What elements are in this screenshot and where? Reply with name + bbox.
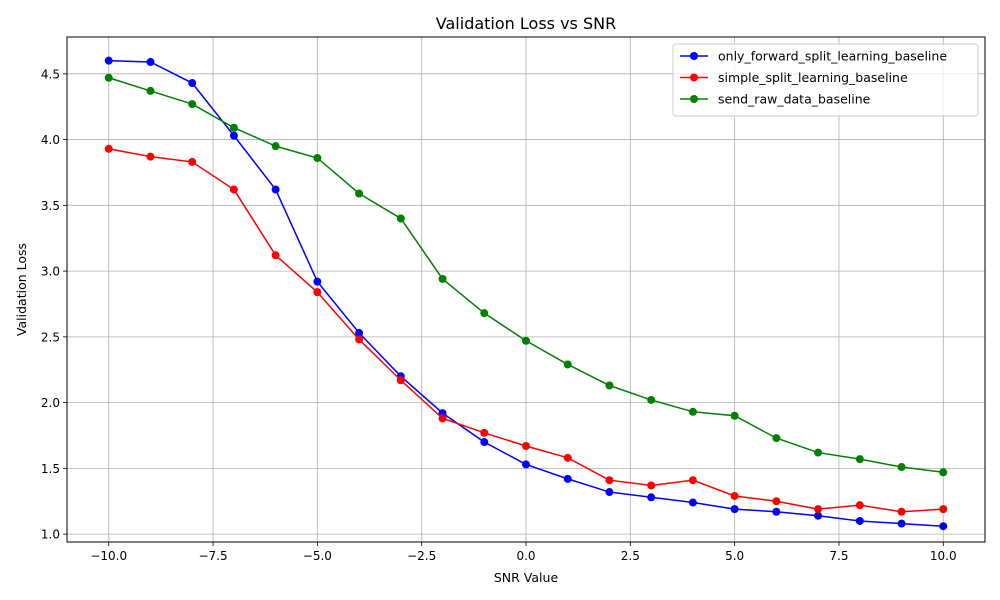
y-tick-label: 3.5: [41, 199, 60, 213]
data-point: [271, 185, 280, 194]
data-point: [313, 277, 322, 286]
data-point: [772, 507, 781, 516]
plot-series: [104, 56, 948, 531]
data-point: [188, 100, 197, 109]
legend-item: send_raw_data_baseline: [680, 92, 871, 107]
data-point: [104, 73, 113, 82]
data-point: [146, 152, 155, 161]
data-point: [438, 414, 447, 423]
y-tick-label: 3.0: [41, 265, 60, 279]
data-point: [522, 441, 530, 450]
y-tick-label: 2.0: [41, 396, 60, 410]
data-point: [939, 505, 948, 514]
y-axis-ticks: 1.0 1.5 2.0 2.5 3.0 3.5 4.0 4.5: [41, 67, 67, 542]
y-tick-label: 1.0: [41, 528, 60, 542]
y-tick-label: 2.5: [41, 330, 60, 344]
chart-title: Validation Loss vs SNR: [436, 14, 616, 33]
data-point: [814, 448, 823, 457]
x-axis-ticks: −10.0 −7.5 −5.0 −2.5 0.0 2.5 5.0 7.5 10.0: [90, 542, 957, 563]
legend-label: simple_split_learning_baseline: [718, 70, 908, 85]
x-tick-label: 5.0: [725, 549, 744, 563]
legend-label: only_forward_split_learning_baseline: [718, 49, 947, 64]
x-tick-label: −10.0: [90, 549, 127, 563]
data-point: [271, 251, 280, 260]
data-point: [647, 395, 656, 404]
plot-frame: [66, 36, 986, 543]
legend-marker: [690, 73, 698, 82]
data-point: [563, 474, 572, 483]
data-point: [229, 185, 238, 194]
data-point: [229, 123, 238, 132]
data-point: [522, 460, 530, 469]
data-point: [730, 411, 739, 420]
data-point: [814, 505, 823, 514]
y-tick-label: 4.0: [41, 133, 60, 147]
data-point: [897, 463, 906, 472]
data-point: [814, 511, 823, 520]
legend-marker: [690, 95, 698, 103]
x-tick-label: −7.5: [198, 549, 227, 563]
x-tick-label: 7.5: [829, 549, 848, 563]
data-point: [480, 438, 489, 447]
x-tick-label: 10.0: [930, 549, 957, 563]
data-point: [104, 56, 113, 65]
data-point: [522, 336, 530, 345]
data-point: [688, 476, 697, 485]
data-point: [730, 505, 739, 514]
data-point: [480, 428, 489, 437]
data-point: [438, 274, 447, 283]
legend: only_forward_split_learning_baselinesimp…: [672, 43, 979, 117]
data-point: [897, 507, 906, 516]
data-point: [188, 79, 197, 88]
x-axis-label: SNR Value: [494, 570, 559, 585]
data-point: [271, 142, 280, 151]
data-point: [939, 468, 948, 477]
data-point: [313, 153, 322, 162]
y-tick-label: 4.5: [41, 67, 60, 81]
series-send_raw_data_baseline: [104, 73, 948, 477]
x-tick-label: 0.0: [516, 549, 535, 563]
data-point: [355, 328, 364, 337]
x-tick-label: 2.5: [621, 549, 640, 563]
x-tick-label: −2.5: [407, 549, 436, 563]
legend-box: [672, 43, 979, 117]
data-point: [730, 491, 739, 500]
data-point: [688, 498, 697, 507]
data-point: [647, 493, 656, 502]
y-axis-label: Validation Loss: [14, 243, 29, 336]
data-point: [563, 360, 572, 369]
data-point: [229, 131, 238, 140]
data-point: [939, 522, 948, 531]
data-point: [563, 453, 572, 462]
data-point: [313, 288, 322, 297]
data-point: [605, 476, 614, 485]
data-point: [772, 434, 781, 443]
data-point: [855, 501, 864, 510]
data-point: [396, 376, 405, 385]
data-point: [855, 516, 864, 525]
data-point: [772, 497, 781, 506]
data-point: [605, 488, 614, 497]
legend-item: simple_split_learning_baseline: [680, 70, 908, 85]
y-tick-label: 1.5: [41, 462, 60, 476]
legend-item: only_forward_split_learning_baseline: [680, 49, 947, 64]
data-point: [396, 214, 405, 223]
data-point: [188, 157, 197, 166]
data-point: [688, 407, 697, 416]
data-point: [647, 481, 656, 490]
data-point: [146, 57, 155, 66]
data-point: [897, 519, 906, 528]
data-point: [146, 86, 155, 95]
legend-marker: [690, 52, 698, 60]
legend-label: send_raw_data_baseline: [718, 92, 871, 107]
data-point: [605, 381, 614, 390]
data-point: [855, 455, 864, 464]
data-point: [355, 189, 364, 198]
data-point: [480, 309, 489, 318]
x-tick-label: −5.0: [303, 549, 332, 563]
data-point: [355, 335, 364, 344]
data-point: [104, 144, 113, 153]
series-simple_split_learning_baseline: [104, 144, 948, 516]
